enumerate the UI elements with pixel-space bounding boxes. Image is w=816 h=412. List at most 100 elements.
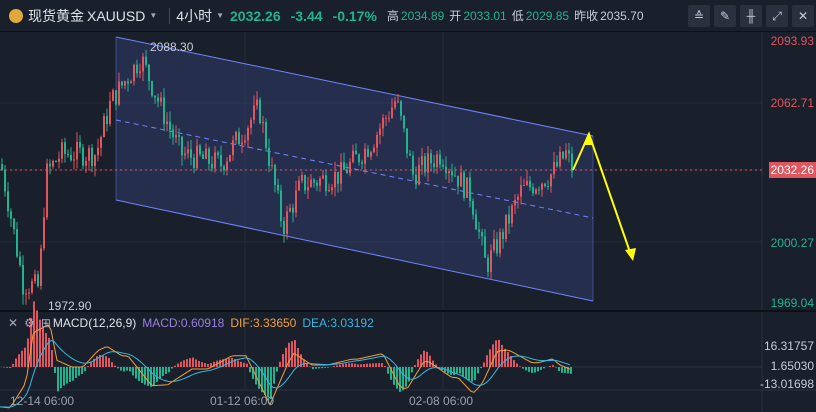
candle: [250, 119, 252, 128]
candle: [217, 152, 219, 156]
macd-histogram-bar: [30, 317, 32, 367]
current-price-label: 2032.26: [768, 162, 816, 178]
candle: [175, 135, 177, 138]
candle: [244, 140, 246, 143]
macd-histogram-bar: [426, 351, 428, 367]
macd-histogram-bar: [21, 350, 23, 367]
macd-histogram-bar: [450, 367, 452, 375]
channel-mid-line: [115, 119, 594, 219]
candle: [436, 154, 438, 168]
candle: [301, 175, 303, 181]
candle: [478, 229, 480, 232]
candle: [181, 136, 183, 156]
candle: [559, 151, 561, 167]
candle: [448, 171, 450, 174]
interval-selector[interactable]: 4小时: [176, 7, 213, 24]
macd-histogram-bar: [234, 358, 236, 367]
candle: [259, 99, 261, 124]
expand-button[interactable]: ⤢: [766, 5, 788, 27]
macd-histogram-bar: [429, 355, 431, 367]
chevron-down-icon[interactable]: ▼: [149, 11, 158, 20]
symbol-selector[interactable]: XAUUSD: [87, 7, 146, 24]
macd-histogram-bar: [399, 367, 401, 392]
macd-histogram-bar: [570, 367, 572, 374]
macd-histogram-bar: [177, 363, 179, 367]
prev-close-label: 昨收: [574, 9, 599, 23]
macd-histogram-bar: [48, 337, 50, 367]
candle: [187, 149, 189, 154]
candle: [1, 164, 3, 170]
macd-histogram-bar: [564, 367, 566, 374]
settings-icon[interactable]: ⚙: [24, 316, 35, 330]
macd-histogram-bar: [24, 347, 26, 367]
high-annotation: 2088.30: [150, 40, 194, 54]
macd-histogram-bar: [285, 347, 287, 367]
macd-histogram-bar: [276, 367, 278, 372]
candle: [328, 190, 330, 192]
candle: [196, 145, 198, 169]
macd-histogram-bar: [81, 367, 83, 374]
candle: [91, 147, 93, 167]
macd-histogram-bar: [462, 367, 464, 377]
macd-histogram-bar: [174, 365, 176, 367]
macd-histogram-bar: [549, 365, 551, 367]
macd-histogram-bar: [204, 363, 206, 367]
candle: [64, 142, 66, 154]
candle: [253, 105, 255, 120]
macd-histogram-bar: [537, 367, 539, 372]
macd-histogram-bar: [84, 367, 86, 372]
macd-histogram-bar: [375, 363, 377, 367]
macd-histogram-bar: [498, 339, 500, 367]
candle: [112, 90, 114, 101]
candle: [499, 231, 501, 254]
candle: [517, 196, 519, 201]
open-label: 开: [449, 9, 462, 23]
candle: [325, 175, 327, 192]
candle: [271, 164, 273, 166]
macd-histogram-bar: [348, 363, 350, 367]
candle: [349, 161, 351, 174]
candle: [322, 175, 324, 179]
macd-histogram-bar: [129, 367, 131, 372]
macd-histogram-bar: [339, 364, 341, 367]
macd-histogram-bar: [207, 363, 209, 367]
macd-histogram-bar: [360, 364, 362, 367]
arrow-head: [625, 248, 636, 261]
close-indicator-icon[interactable]: ✕: [8, 316, 19, 330]
macd-histogram-bar: [72, 367, 74, 381]
divider: [169, 7, 171, 24]
macd-histogram-bar: [543, 367, 545, 369]
macd-name: MACD(12,26,9): [52, 316, 137, 330]
macd-histogram-bar: [459, 367, 461, 374]
candle: [547, 186, 549, 188]
candle-type-button[interactable]: ╫: [740, 5, 762, 27]
candle: [469, 177, 471, 201]
candle: [163, 97, 165, 125]
macd-axis-label: 1.65030: [770, 359, 814, 373]
macd-histogram-bar: [516, 363, 518, 367]
candle: [172, 129, 174, 138]
macd-histogram-bar: [519, 366, 521, 367]
macd-histogram-bar: [363, 363, 365, 367]
chevron-down-icon[interactable]: ▼: [216, 11, 224, 20]
candle: [430, 153, 432, 164]
macd-histogram-bar: [369, 363, 371, 367]
candle: [433, 163, 435, 168]
candle: [52, 161, 54, 167]
candle: [373, 147, 375, 153]
macd-histogram-bar: [213, 361, 215, 367]
macd-histogram-bar: [69, 367, 71, 382]
close-button[interactable]: ✕: [792, 5, 814, 27]
indicator-button[interactable]: ≙: [688, 5, 710, 27]
expand-indicator-icon[interactable]: ⊞: [40, 316, 51, 330]
candle: [178, 135, 180, 137]
candle: [397, 101, 399, 103]
draw-button[interactable]: ✎: [714, 5, 736, 27]
candle: [103, 115, 105, 138]
candle: [310, 179, 312, 188]
macd-histogram-bar: [153, 367, 155, 386]
macd-histogram-bar: [333, 365, 335, 367]
candle: [211, 163, 213, 169]
price-axis-label: 1969.04: [770, 296, 814, 310]
